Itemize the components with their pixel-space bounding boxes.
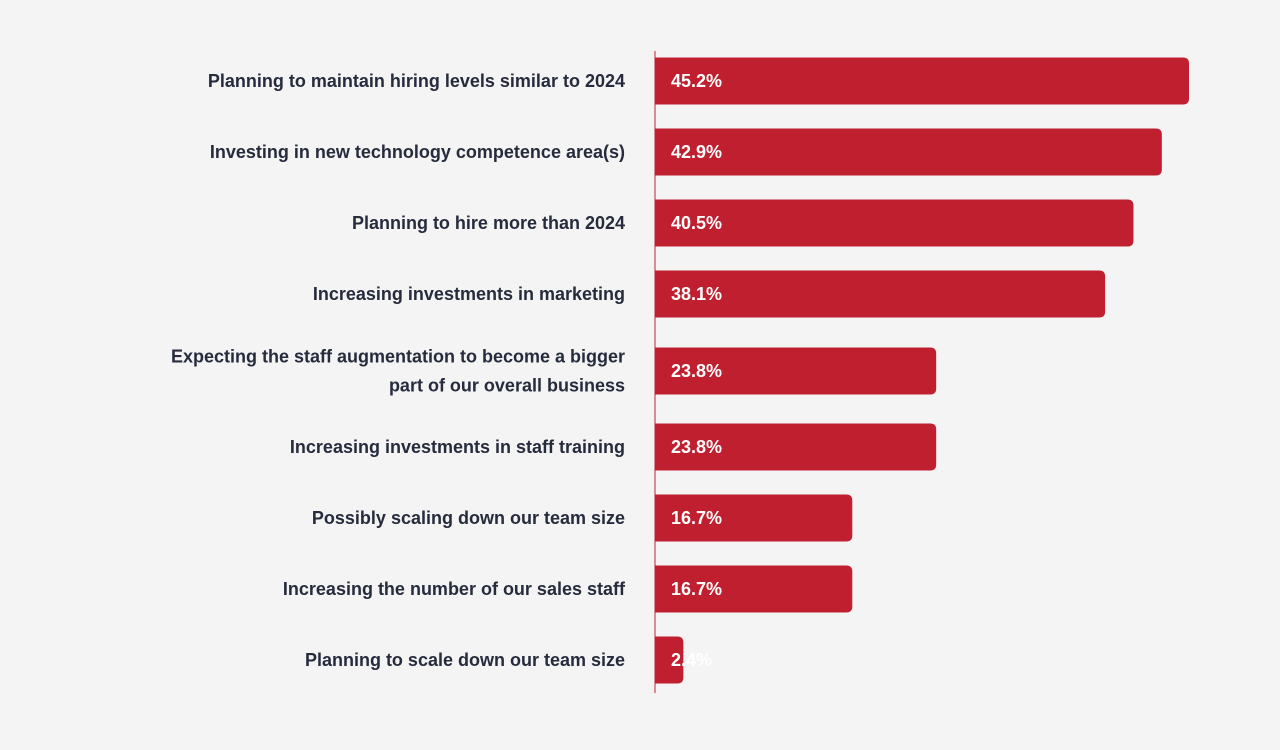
bar (655, 270, 1106, 318)
category-label: Possibly scaling down our team size (312, 508, 625, 528)
bar (655, 199, 1134, 247)
bar-value-label: 2.4% (671, 650, 712, 670)
bar (655, 565, 853, 613)
bar-value-label: 23.8% (671, 437, 722, 457)
bar-value-label: 23.8% (671, 361, 722, 381)
category-label: part of our overall business (389, 376, 625, 396)
bar (655, 423, 937, 471)
bar (655, 636, 684, 684)
category-label: Investing in new technology competence a… (210, 142, 625, 162)
bar (655, 57, 1189, 105)
bar-row: 38.1% Increasing investments in marketing (313, 270, 1106, 318)
bar (655, 347, 937, 395)
bar-row: 45.2% Planning to maintain hiring levels … (208, 57, 1189, 105)
category-label: Expecting the staff augmentation to beco… (171, 347, 625, 367)
bar-row: 23.8% Expecting the staff augmentation to… (171, 347, 937, 396)
bar-row: 2.4% Planning to scale down our team size (305, 636, 712, 684)
bar-value-label: 16.7% (671, 508, 722, 528)
bar-value-label: 16.7% (671, 579, 722, 599)
bar-value-label: 45.2% (671, 71, 722, 91)
category-label: Planning to hire more than 2024 (352, 213, 625, 233)
bar-row: 42.9% Investing in new technology compete… (210, 128, 1162, 176)
bar-value-label: 40.5% (671, 213, 722, 233)
bar-value-label: 42.9% (671, 142, 722, 162)
bar-row: 23.8% Increasing investments in staff tra… (290, 423, 937, 471)
category-label: Increasing investments in marketing (313, 284, 625, 304)
bar (655, 494, 853, 542)
bar (655, 128, 1162, 176)
category-label: Increasing the number of our sales staff (283, 579, 626, 599)
bar-value-label: 38.1% (671, 284, 722, 304)
bar-row: 16.7% Possibly scaling down our team size (312, 494, 853, 542)
category-label: Planning to maintain hiring levels simil… (208, 71, 625, 91)
category-label: Planning to scale down our team size (305, 650, 625, 670)
bar-row: 16.7% Increasing the number of our sales … (283, 565, 853, 613)
category-label: Increasing investments in staff training (290, 437, 625, 457)
bar-row: 40.5% Planning to hire more than 2024 (352, 199, 1134, 247)
